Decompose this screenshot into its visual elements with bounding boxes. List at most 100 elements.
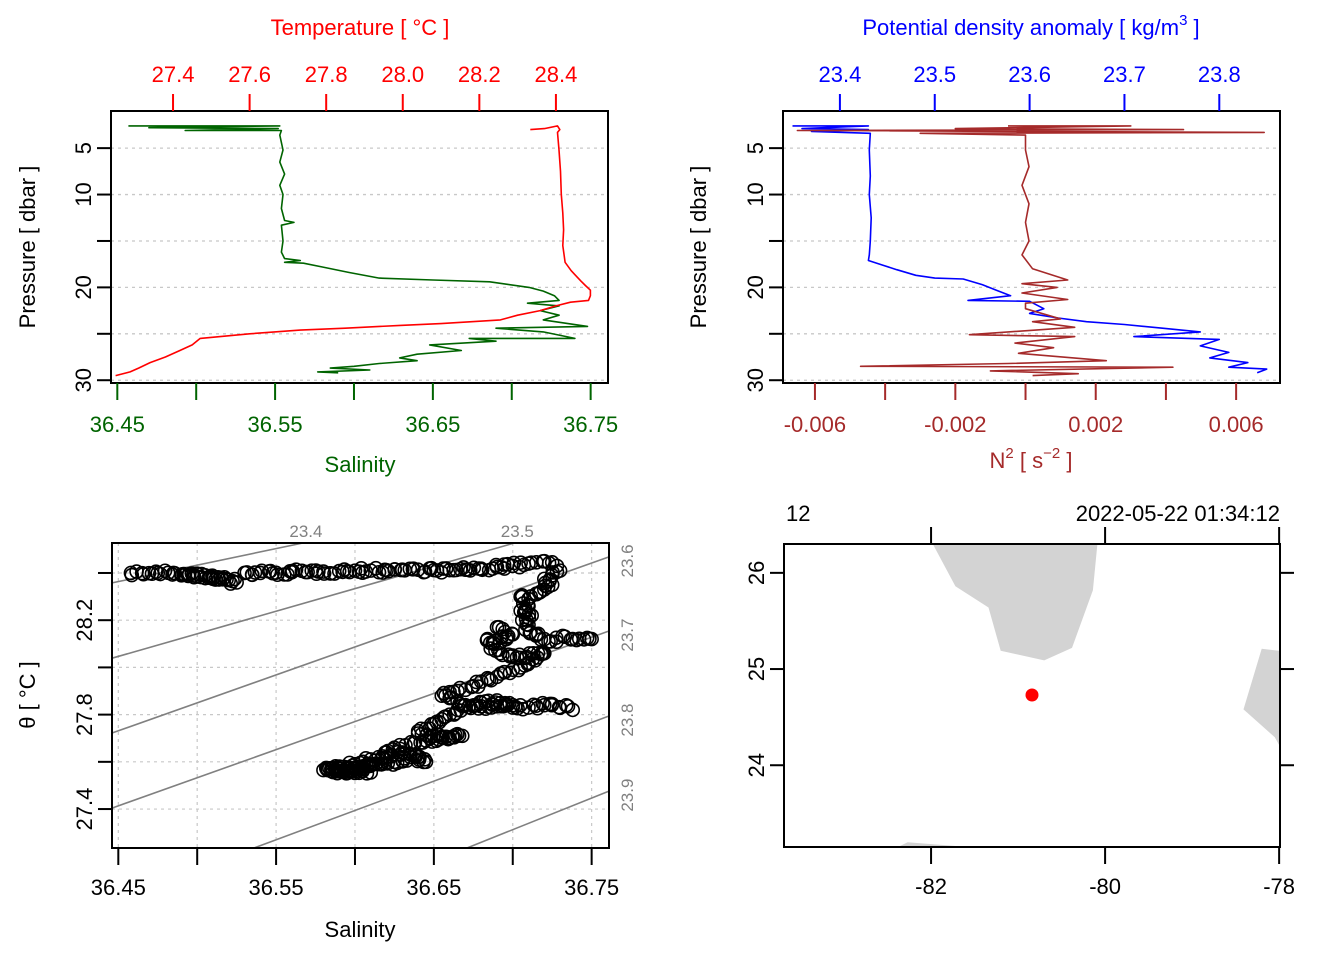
data-point <box>316 566 332 581</box>
data-point <box>484 696 500 712</box>
isopycnal-label: 23.7 <box>618 619 637 652</box>
data-point <box>504 626 520 642</box>
pressure-axis-title-2: Pressure [ dbar ] <box>686 166 711 329</box>
map-top-right-label: 2022-05-22 01:34:12 <box>1076 501 1280 526</box>
data-point <box>424 734 440 749</box>
data-point <box>541 555 557 571</box>
x-tick-label: -82 <box>915 874 947 899</box>
density-axis-title-main: Potential density anomaly [ kg/m <box>862 15 1179 40</box>
data-point <box>263 563 278 579</box>
panel-ts-diagram: 23.4 23.5 23.6 23.7 23.8 23.9 36.45 36.55 36.65… <box>15 522 637 942</box>
n2-axis-title-sup2: −2 <box>1043 445 1060 462</box>
n2-axis-title: N2 [ s−2 ] <box>990 445 1073 473</box>
data-point <box>474 562 490 578</box>
y-tick-label: 20 <box>71 275 96 299</box>
data-point <box>523 555 539 571</box>
x-tick-label: 36.75 <box>564 875 619 900</box>
land-polygon <box>932 544 1098 661</box>
data-point <box>344 762 359 778</box>
data-point <box>436 709 452 725</box>
data-point <box>211 572 227 587</box>
series-n2 <box>796 125 1265 377</box>
bottom-tick-label: 36.45 <box>90 412 145 437</box>
y-tick-label: 20 <box>743 275 768 299</box>
x-tick-label: 36.45 <box>91 875 146 900</box>
plot-frame <box>110 110 609 384</box>
data-point <box>555 628 571 644</box>
data-point <box>219 571 234 587</box>
data-point <box>541 634 556 649</box>
bottom-tick-label: -0.002 <box>924 412 986 437</box>
station-marker <box>1025 688 1039 702</box>
y-tick-label: 30 <box>71 368 96 392</box>
data-point <box>393 747 409 762</box>
isopycnal-label: 23.4 <box>289 522 322 541</box>
data-point <box>340 765 355 781</box>
y-tick-label: 28.2 <box>72 599 97 642</box>
y-tick-label: 10 <box>71 182 96 206</box>
data-point <box>552 700 568 716</box>
plot-frame <box>782 110 1281 384</box>
salinity-axis-title: Salinity <box>325 452 396 477</box>
data-point <box>431 732 446 747</box>
density-axis-title-end: ] <box>1187 15 1199 40</box>
y-tick-label: 27.8 <box>72 693 97 736</box>
data-point <box>402 746 417 761</box>
data-point <box>124 567 140 583</box>
bottom-tick-label: 36.75 <box>563 412 618 437</box>
data-point <box>502 649 518 664</box>
y-tick-label: 10 <box>743 182 768 206</box>
data-point <box>493 666 509 681</box>
map-top-left-label: 12 <box>786 501 810 526</box>
data-point <box>535 695 550 711</box>
data-point <box>511 662 526 678</box>
series-salinity <box>128 125 589 374</box>
data-point <box>545 565 560 580</box>
isopycnal-label: 23.6 <box>618 544 637 577</box>
data-point <box>516 557 532 573</box>
pressure-axis-title: Pressure [ dbar ] <box>15 166 40 329</box>
y-tick-label: 25 <box>744 657 769 681</box>
data-point <box>542 573 557 589</box>
y-tick-label: 5 <box>743 142 768 154</box>
isopycnal-line <box>253 715 610 849</box>
top-tick-label: 23.7 <box>1103 62 1146 87</box>
n2-axis-title-end: ] <box>1060 448 1072 473</box>
isopycnal-line <box>111 556 610 734</box>
temperature-axis-title: Temperature [ °C ] <box>271 15 450 40</box>
land-polygon <box>1243 648 1280 745</box>
data-point <box>502 665 518 681</box>
data-point <box>533 632 549 647</box>
y-tick-label: 5 <box>71 142 96 154</box>
series-temperature <box>115 125 592 377</box>
top-tick-label: 23.5 <box>913 62 956 87</box>
x-tick-label: 36.55 <box>249 875 304 900</box>
data-point <box>462 563 478 578</box>
plot-frame <box>111 542 610 849</box>
bottom-tick-label: 0.002 <box>1068 412 1123 437</box>
data-point <box>582 631 597 647</box>
data-point <box>571 631 587 647</box>
y-tick-label: 30 <box>743 368 768 392</box>
data-point <box>247 565 263 580</box>
top-tick-label: 28.0 <box>381 62 424 87</box>
n2-axis-title-mid: [ s <box>1014 448 1043 473</box>
ts-xlabel: Salinity <box>325 917 396 942</box>
data-point <box>348 763 364 779</box>
data-point <box>438 561 454 576</box>
isopycnal-label: 23.8 <box>618 703 637 736</box>
data-point <box>470 679 486 694</box>
data-point <box>530 700 545 716</box>
data-point <box>134 565 150 581</box>
data-point <box>227 571 243 587</box>
density-axis-title-sup: 3 <box>1179 12 1187 29</box>
panel-temp-salinity-profile: Temperature [ °C ] 5 10 20 30 36.45 36.55 36.6… <box>15 15 618 477</box>
data-point <box>537 697 552 713</box>
top-tick-label: 28.4 <box>535 62 578 87</box>
land-polygon <box>898 842 966 847</box>
data-point <box>438 729 454 745</box>
data-point <box>466 560 482 576</box>
data-point <box>560 699 576 714</box>
data-point <box>177 567 193 583</box>
data-point <box>422 730 438 746</box>
